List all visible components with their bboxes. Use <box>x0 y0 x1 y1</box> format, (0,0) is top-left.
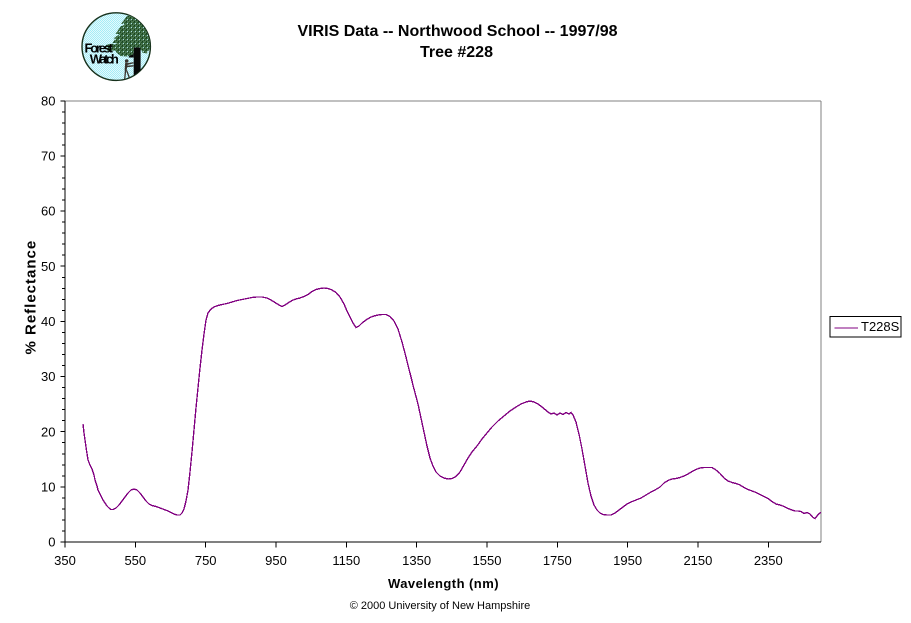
svg-text:1150: 1150 <box>332 553 360 568</box>
svg-text:Watch: Watch <box>90 52 119 67</box>
svg-text:2150: 2150 <box>683 553 712 568</box>
svg-text:50: 50 <box>41 259 55 274</box>
svg-text:60: 60 <box>41 204 55 219</box>
svg-text:T228S: T228S <box>861 319 900 334</box>
svg-text:550: 550 <box>124 553 146 568</box>
svg-text:Forest: Forest <box>85 41 114 56</box>
svg-text:350: 350 <box>54 553 76 568</box>
svg-text:750: 750 <box>195 553 217 568</box>
svg-text:20: 20 <box>41 424 55 439</box>
svg-text:1350: 1350 <box>402 553 431 568</box>
svg-text:2350: 2350 <box>754 553 783 568</box>
svg-text:30: 30 <box>41 369 55 384</box>
svg-text:0: 0 <box>48 535 55 550</box>
svg-text:1750: 1750 <box>543 553 572 568</box>
svg-text:40: 40 <box>41 314 55 329</box>
svg-text:1950: 1950 <box>613 553 642 568</box>
svg-text:10: 10 <box>41 480 55 495</box>
svg-text:950: 950 <box>265 553 287 568</box>
svg-text:70: 70 <box>41 149 55 164</box>
svg-text:80: 80 <box>41 93 55 108</box>
svg-text:1550: 1550 <box>473 553 502 568</box>
